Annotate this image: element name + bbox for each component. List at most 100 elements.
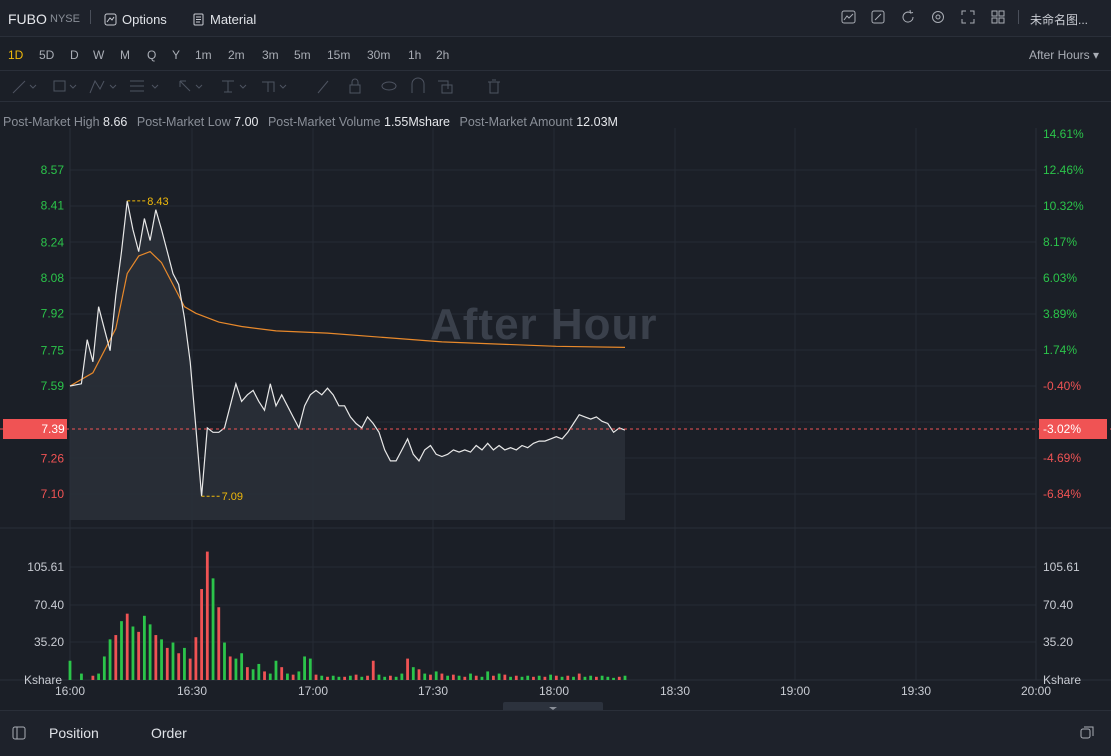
- volume-unit-label: Kshare: [1043, 673, 1081, 687]
- price-tick-label: 8.41: [41, 198, 65, 212]
- volume-bar: [360, 676, 364, 680]
- volume-bar: [120, 621, 123, 680]
- chevron-down-icon: [109, 84, 117, 89]
- tab-position[interactable]: Position: [49, 725, 99, 741]
- options-button[interactable]: Options: [104, 10, 167, 28]
- price-tick-label: 8.57: [41, 163, 65, 177]
- period-3m[interactable]: 3m: [262, 48, 279, 62]
- volume-bar: [383, 676, 387, 680]
- divider: [1018, 10, 1019, 24]
- price-chart[interactable]: 8.57 8.41 8.24 8.08 7.92 7.75 7.59 7.26 7.10 14.6…: [0, 128, 1111, 708]
- volume-bar: [154, 635, 158, 680]
- settings-icon: [932, 11, 944, 23]
- volume-tick-label: 105.61: [27, 560, 64, 574]
- volume-bar: [137, 631, 141, 680]
- time-tick-label: 17:00: [298, 684, 328, 698]
- layout-icon: [991, 10, 1005, 24]
- volume-bar: [131, 626, 135, 680]
- period-y[interactable]: Y: [172, 48, 181, 62]
- period-30m[interactable]: 30m: [367, 48, 391, 62]
- volume-tick-label: 35.20: [34, 635, 64, 649]
- sidebar-toggle-icon[interactable]: [12, 726, 26, 740]
- volume-bar: [406, 658, 409, 680]
- volume-bar: [474, 675, 478, 680]
- period-5d[interactable]: 5D: [39, 48, 55, 62]
- volume-bar: [572, 676, 575, 680]
- volume-bar: [263, 671, 266, 680]
- volume-bar: [394, 676, 398, 680]
- low-marker-label: 7.09: [222, 491, 243, 503]
- material-button[interactable]: Material: [192, 10, 256, 28]
- volume-bar: [183, 647, 186, 680]
- text-tool-icon: [222, 80, 234, 93]
- period-2m[interactable]: 2m: [228, 48, 245, 62]
- panel-resize-handle[interactable]: [503, 702, 603, 712]
- volume-bar: [108, 639, 112, 680]
- volume-bar: [411, 667, 415, 680]
- volume-bar: [303, 656, 306, 680]
- period-1d[interactable]: 1D: [8, 48, 24, 62]
- volume-bar: [177, 653, 181, 680]
- symbol-label[interactable]: FUBO: [8, 11, 47, 27]
- brush-icon: [317, 80, 329, 94]
- fullscreen-icon: [961, 10, 975, 24]
- volume-bar: [234, 658, 238, 680]
- volume-bar: [160, 639, 163, 680]
- volume-bar: [366, 675, 369, 680]
- high-marker-label: 8.43: [147, 196, 168, 208]
- percent-tick-label: 8.17%: [1043, 235, 1077, 249]
- percent-tick-label: -0.40%: [1043, 379, 1081, 393]
- percent-tick-label: 12.46%: [1043, 163, 1084, 177]
- volume-bar: [589, 675, 593, 680]
- volume-bar: [594, 676, 598, 680]
- volume-bar: [577, 673, 581, 680]
- volume-bar: [549, 674, 553, 680]
- chevron-down-icon: [69, 84, 77, 89]
- time-tick-label: 19:00: [780, 684, 810, 698]
- indicator-icon: [841, 10, 856, 24]
- volume-bar: [257, 663, 261, 680]
- period-w[interactable]: W: [93, 48, 105, 62]
- refresh-icon: [902, 9, 914, 23]
- time-tick-label: 18:30: [660, 684, 690, 698]
- volume-tick-label: 70.40: [1043, 598, 1073, 612]
- price-tick-label: 7.10: [41, 487, 65, 501]
- volume-bar: [268, 673, 272, 680]
- volume-bar: [606, 676, 610, 680]
- period-m[interactable]: M: [120, 48, 130, 62]
- volume-bar: [457, 675, 461, 680]
- options-icon: [104, 13, 117, 25]
- pattern-tool-icon: [89, 79, 105, 94]
- volume-bar: [188, 658, 192, 680]
- period-d[interactable]: D: [70, 48, 79, 62]
- volume-bar: [348, 675, 352, 680]
- volume-bar: [68, 660, 72, 680]
- chart-tools: [841, 9, 1005, 24]
- period-2h[interactable]: 2h: [436, 48, 450, 62]
- high-value: 8.66: [103, 115, 128, 129]
- price-tick-label: 7.92: [41, 306, 65, 320]
- current-price-tag: [3, 419, 67, 439]
- volume-bar: [617, 676, 621, 680]
- layout-name[interactable]: 未命名图...: [1030, 12, 1089, 27]
- volume-bar: [125, 613, 129, 680]
- period-1m[interactable]: 1m: [195, 48, 212, 62]
- line-tool-icon: [12, 80, 26, 94]
- popout-icon[interactable]: [1080, 726, 1094, 740]
- volume-bar: [451, 674, 455, 680]
- session-selector[interactable]: After Hours ▾: [1028, 48, 1099, 62]
- volume-bar: [600, 675, 604, 680]
- period-5m[interactable]: 5m: [294, 48, 311, 62]
- tab-order[interactable]: Order: [151, 725, 187, 741]
- volume-bar: [314, 674, 318, 680]
- price-tick-label: 7.26: [41, 452, 65, 466]
- chevron-down-icon: [151, 84, 159, 89]
- period-15m[interactable]: 15m: [327, 48, 351, 62]
- volume-bar: [554, 675, 558, 680]
- volume-bar: [200, 589, 203, 680]
- magnet-icon: [411, 77, 425, 93]
- period-q[interactable]: Q: [147, 48, 157, 62]
- edit-icon: [871, 10, 885, 24]
- period-1h[interactable]: 1h: [408, 48, 422, 62]
- volume-bar: [223, 642, 226, 680]
